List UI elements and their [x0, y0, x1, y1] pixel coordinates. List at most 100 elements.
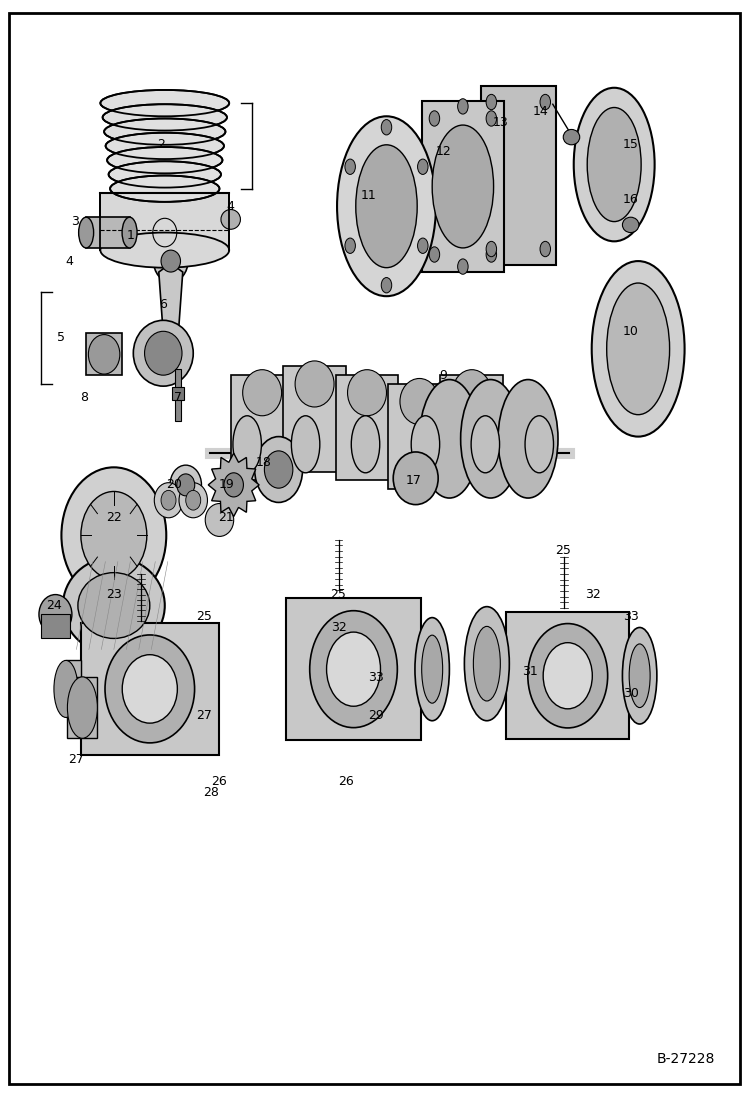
Ellipse shape	[110, 176, 219, 202]
Ellipse shape	[309, 611, 397, 727]
Text: 2: 2	[157, 138, 165, 151]
Ellipse shape	[622, 217, 639, 233]
Text: 25: 25	[555, 544, 571, 557]
Text: 10: 10	[622, 325, 639, 338]
Text: 14: 14	[533, 105, 549, 118]
Text: 13: 13	[492, 116, 509, 129]
Ellipse shape	[186, 490, 201, 510]
Text: 29: 29	[368, 709, 384, 722]
Text: 27: 27	[68, 753, 85, 766]
Ellipse shape	[161, 490, 176, 510]
Ellipse shape	[179, 483, 207, 518]
Text: B-27228: B-27228	[657, 1052, 715, 1066]
Ellipse shape	[563, 129, 580, 145]
Ellipse shape	[400, 378, 439, 425]
Bar	[481, 86, 556, 265]
Ellipse shape	[122, 655, 178, 723]
Text: 31: 31	[522, 665, 539, 678]
Bar	[86, 333, 122, 375]
Ellipse shape	[498, 380, 558, 498]
Ellipse shape	[574, 88, 655, 241]
Ellipse shape	[100, 90, 229, 116]
Text: 32: 32	[330, 621, 347, 634]
Text: 12: 12	[435, 145, 452, 158]
Bar	[422, 101, 504, 272]
Ellipse shape	[356, 145, 417, 268]
Ellipse shape	[327, 632, 380, 706]
Ellipse shape	[54, 660, 78, 717]
Text: 26: 26	[338, 774, 354, 788]
Ellipse shape	[622, 627, 657, 724]
Ellipse shape	[419, 380, 479, 498]
Polygon shape	[208, 453, 259, 517]
Ellipse shape	[88, 335, 120, 374]
Text: 3: 3	[71, 215, 79, 228]
Ellipse shape	[417, 159, 428, 174]
Ellipse shape	[79, 217, 94, 248]
Ellipse shape	[592, 261, 685, 437]
Text: 25: 25	[330, 588, 347, 601]
Ellipse shape	[471, 416, 500, 473]
Text: 4: 4	[227, 200, 234, 213]
Ellipse shape	[540, 241, 551, 257]
Text: 24: 24	[46, 599, 62, 612]
Polygon shape	[81, 623, 219, 755]
Ellipse shape	[221, 210, 240, 229]
Text: 15: 15	[622, 138, 639, 151]
Ellipse shape	[106, 133, 224, 159]
Text: 11: 11	[360, 189, 377, 202]
Ellipse shape	[528, 623, 607, 728]
Polygon shape	[231, 375, 294, 480]
Ellipse shape	[486, 111, 497, 126]
Text: 26: 26	[210, 774, 227, 788]
Text: 33: 33	[368, 671, 384, 685]
Bar	[172, 387, 184, 400]
Ellipse shape	[429, 247, 440, 262]
Bar	[66, 660, 81, 717]
Text: 28: 28	[203, 785, 219, 799]
Polygon shape	[159, 267, 183, 335]
Ellipse shape	[243, 370, 282, 416]
Ellipse shape	[78, 573, 150, 638]
Ellipse shape	[415, 618, 449, 721]
Polygon shape	[388, 384, 451, 489]
Bar	[67, 677, 97, 738]
Ellipse shape	[607, 283, 670, 415]
Ellipse shape	[543, 643, 592, 709]
Ellipse shape	[393, 452, 438, 505]
Ellipse shape	[295, 361, 334, 407]
Text: 27: 27	[195, 709, 212, 722]
Ellipse shape	[345, 159, 356, 174]
Ellipse shape	[233, 416, 261, 473]
Ellipse shape	[525, 416, 554, 473]
Text: 7: 7	[175, 391, 182, 404]
Bar	[100, 193, 229, 250]
Polygon shape	[286, 598, 421, 740]
Polygon shape	[506, 612, 629, 739]
Ellipse shape	[161, 250, 181, 272]
Bar	[41, 614, 70, 638]
Bar	[86, 217, 130, 248]
Ellipse shape	[432, 125, 494, 248]
Ellipse shape	[587, 108, 641, 222]
Ellipse shape	[486, 241, 497, 257]
Text: 21: 21	[218, 511, 234, 524]
Text: 6: 6	[160, 298, 167, 312]
Ellipse shape	[105, 635, 195, 743]
Ellipse shape	[255, 437, 303, 502]
Ellipse shape	[61, 467, 166, 603]
Ellipse shape	[351, 416, 380, 473]
Ellipse shape	[170, 465, 201, 505]
Ellipse shape	[461, 380, 521, 498]
Ellipse shape	[154, 483, 183, 518]
Text: 23: 23	[106, 588, 122, 601]
Text: 25: 25	[195, 610, 212, 623]
Ellipse shape	[381, 120, 392, 135]
Ellipse shape	[39, 595, 72, 634]
Ellipse shape	[264, 451, 293, 488]
Ellipse shape	[109, 161, 221, 188]
Text: 1: 1	[127, 229, 135, 242]
Ellipse shape	[100, 233, 229, 268]
Ellipse shape	[486, 247, 497, 262]
Ellipse shape	[417, 238, 428, 253]
